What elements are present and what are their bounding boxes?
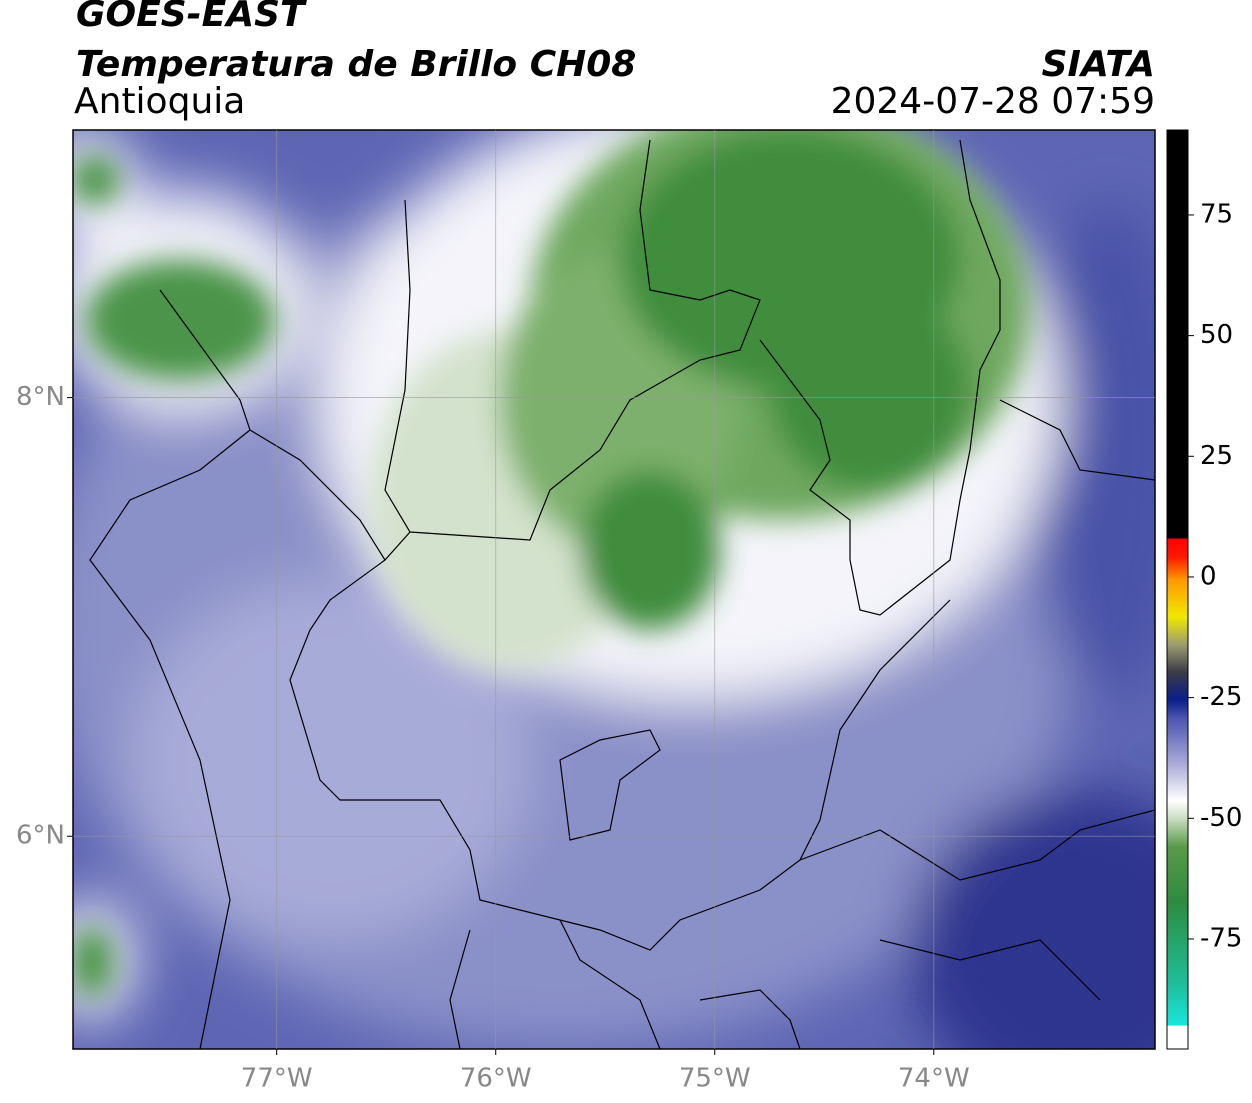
colorbar-tick-label: -75	[1200, 923, 1242, 953]
colorbar-tick-label: -50	[1200, 803, 1242, 833]
subtitle: Temperatura de Brillo CH08	[76, 44, 636, 85]
colorbar-tick-label: 75	[1200, 199, 1233, 229]
colorbar-tick-label: 0	[1200, 561, 1217, 591]
x-tick-label: 75°W	[679, 1064, 751, 1094]
region: Antioquia	[74, 81, 245, 122]
title: GOES-EAST	[76, 0, 307, 35]
y-tick-label: 8°N	[16, 382, 65, 412]
colorbar-tick-label: 25	[1200, 441, 1233, 471]
colorbar-tick-label: 50	[1200, 320, 1233, 350]
satellite-image	[73, 130, 1155, 1049]
y-tick-label: 6°N	[16, 821, 65, 851]
colorbar	[1166, 129, 1189, 1050]
x-tick-label: 74°W	[898, 1064, 970, 1094]
map-frame	[72, 129, 1156, 1050]
datetime: 2024-07-28 07:59	[831, 81, 1155, 122]
source: SIATA	[1042, 44, 1155, 85]
colorbar-tick-label: -25	[1200, 682, 1242, 712]
x-tick-label: 76°W	[460, 1064, 532, 1094]
x-tick-label: 77°W	[241, 1064, 313, 1094]
